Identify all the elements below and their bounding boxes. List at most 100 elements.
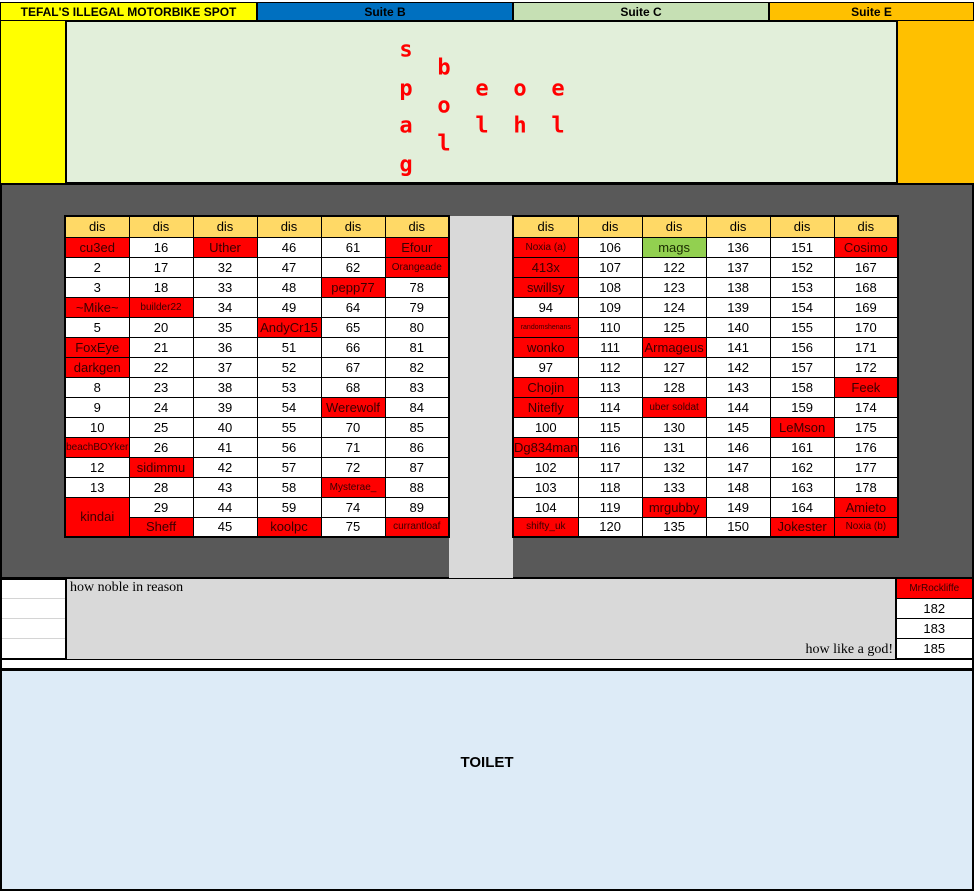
seat-taken: randomshenans xyxy=(512,316,579,338)
seat-number: 57 xyxy=(256,456,322,478)
seat-number: 115 xyxy=(577,416,643,438)
seat-number: 44 xyxy=(192,496,258,518)
seat-taken: AndyCr15 xyxy=(256,316,322,338)
seat-number: 41 xyxy=(192,436,258,458)
seat-number: 32 xyxy=(192,256,258,278)
seat-number: 21 xyxy=(128,336,194,358)
seat-number: 88 xyxy=(384,476,450,498)
seat-number: 13 xyxy=(64,476,130,498)
seat-number: 53 xyxy=(256,376,322,398)
seat-number: 130 xyxy=(641,416,707,438)
seat-number: 127 xyxy=(641,356,707,378)
seat-number: 183 xyxy=(896,618,973,639)
table-row: Nitefly 114 uber soldat 144 159 174 xyxy=(512,396,899,418)
seat-number: 123 xyxy=(641,276,707,298)
seat-number: 26 xyxy=(128,436,194,458)
seat-taken: builder22 xyxy=(128,296,194,318)
seat-number: 150 xyxy=(705,516,771,538)
table-row: 103 118 133 148 163 178 xyxy=(512,476,899,498)
seat-number: 174 xyxy=(833,396,899,418)
seat-number: 65 xyxy=(320,316,386,338)
seat-taken: uber soldat xyxy=(641,396,707,418)
seat-number: 103 xyxy=(512,476,579,498)
table-row: shifty_uk 120 135 150 Jokester Noxia (b) xyxy=(512,516,899,538)
seat-number: 22 xyxy=(128,356,194,378)
seat-number: 29 xyxy=(128,496,194,518)
seat-number: 36 xyxy=(192,336,258,358)
banner-letter: l xyxy=(551,113,565,139)
seat-number: 78 xyxy=(384,276,450,298)
table-row: cu3ed 16 Uther 46 61 Efour xyxy=(64,236,450,258)
seat-number: 175 xyxy=(833,416,899,438)
banner-letter: o xyxy=(513,76,527,102)
banner-letter: l xyxy=(475,113,489,139)
seat-number: 135 xyxy=(641,516,707,538)
seat-taken: Noxia (a) xyxy=(512,236,579,258)
seat-number: 151 xyxy=(769,236,835,258)
seat-number: 28 xyxy=(128,476,194,498)
right-seating-table: dis dis dis dis dis dis Noxia (a) 106 mags 136 151… xyxy=(512,215,900,538)
seat-number: 132 xyxy=(641,456,707,478)
seat-number: 23 xyxy=(128,376,194,398)
column-header: dis xyxy=(705,215,771,238)
seat-number: 146 xyxy=(705,436,771,458)
seat-number: 145 xyxy=(705,416,771,438)
seat-number: 124 xyxy=(641,296,707,318)
seat-number: 100 xyxy=(512,416,579,438)
seat-taken: mags xyxy=(641,236,707,258)
table-row: swillsy 108 123 138 153 168 xyxy=(512,276,899,298)
table-row: darkgen 22 37 52 67 82 xyxy=(64,356,450,378)
table-row: Sheff 45 koolpc 75 currantloaf xyxy=(65,516,450,538)
seat-number: 133 xyxy=(641,476,707,498)
seat-number: 120 xyxy=(577,516,643,538)
seat-number: 102 xyxy=(512,456,579,478)
seat-number: 118 xyxy=(577,476,643,498)
seat-number: 148 xyxy=(705,476,771,498)
seat-taken: pepp77 xyxy=(320,276,386,298)
table-row: ~Mike~ builder22 34 49 64 79 xyxy=(64,296,450,318)
note-bottom: how like a god! xyxy=(805,642,893,657)
seat-number: 48 xyxy=(256,276,322,298)
seat-number: 162 xyxy=(769,456,835,478)
orange-zone xyxy=(897,21,974,183)
seat-taken: beachBOYker xyxy=(64,436,130,458)
seat-number: 128 xyxy=(641,376,707,398)
seat-taken: LeMson xyxy=(769,416,835,438)
suite-c-label: Suite C xyxy=(513,2,769,21)
seat-number: 89 xyxy=(384,496,450,518)
seat-taken: FoxEye xyxy=(64,336,130,358)
seat-number: 80 xyxy=(384,316,450,338)
seat-number: 83 xyxy=(384,376,450,398)
seat-number: 87 xyxy=(384,456,450,478)
seat-number: 138 xyxy=(705,276,771,298)
seat-number: 141 xyxy=(705,336,771,358)
seat-taken: mrgubby xyxy=(641,496,707,518)
seat-number: 159 xyxy=(769,396,835,418)
column-header: dis xyxy=(512,215,579,238)
corridor xyxy=(449,216,513,578)
suite-e-label: Suite E xyxy=(769,2,974,21)
seat-number: 25 xyxy=(128,416,194,438)
seat-number: 142 xyxy=(705,356,771,378)
seat-number: 106 xyxy=(577,236,643,258)
toilet-label: TOILET xyxy=(460,753,514,771)
seat-number: 86 xyxy=(384,436,450,458)
seat-number: 152 xyxy=(769,256,835,278)
seat-number: 108 xyxy=(577,276,643,298)
header-row: dis dis dis dis dis dis xyxy=(64,215,450,238)
seat-number: 55 xyxy=(256,416,322,438)
table-row: 413x 107 122 137 152 167 xyxy=(512,256,899,278)
banner-letter: g xyxy=(399,152,413,178)
seat-number: 68 xyxy=(320,376,386,398)
suite-b-label: Suite B xyxy=(257,2,513,21)
seat-number: 178 xyxy=(833,476,899,498)
column-header: dis xyxy=(577,215,643,238)
seat-taken: Armageus xyxy=(641,336,707,358)
seat-number: 156 xyxy=(769,336,835,358)
seat-number: 140 xyxy=(705,316,771,338)
seat-number: 114 xyxy=(577,396,643,418)
table-row: 2 17 32 47 62 Orangeade xyxy=(64,256,450,278)
header-row: dis dis dis dis dis dis xyxy=(512,215,899,238)
seat-number: 177 xyxy=(833,456,899,478)
